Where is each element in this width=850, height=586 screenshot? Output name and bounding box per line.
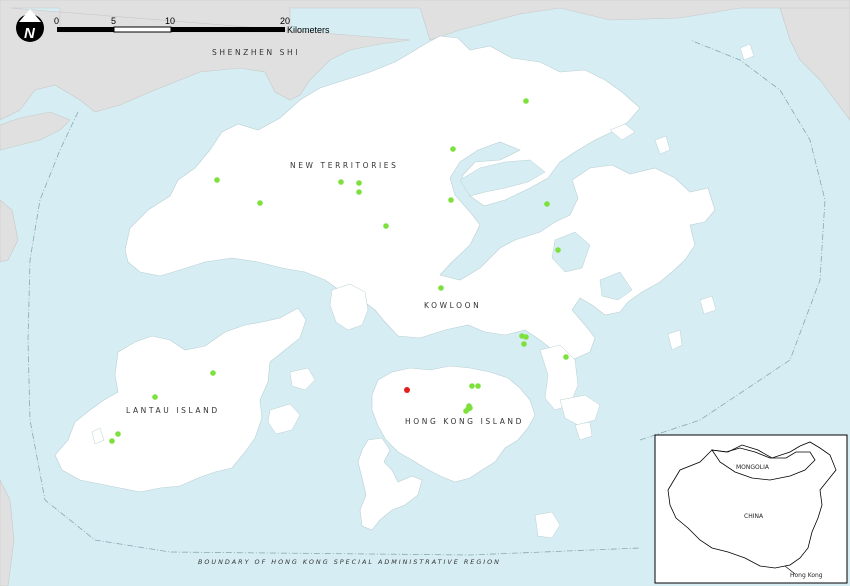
mongolia-outline xyxy=(711,447,816,481)
north-arrow-pointer xyxy=(19,9,41,22)
small-island-8 xyxy=(699,295,717,315)
site-marker-green xyxy=(563,354,569,360)
sites-layer xyxy=(109,98,569,444)
small-island-5 xyxy=(534,511,561,539)
west-land xyxy=(0,199,19,263)
inner-bay xyxy=(599,271,633,301)
shenzhen-bay-land xyxy=(0,111,71,151)
scale-tick-0: 0 xyxy=(54,16,59,26)
small-island-10 xyxy=(739,43,755,61)
small-island-11 xyxy=(91,427,105,445)
scale-tick-10: 10 xyxy=(165,16,175,26)
scale-seg-1 xyxy=(57,27,114,32)
scale-bar: 0 5 10 20 Kilometers xyxy=(54,16,330,35)
north-letter: N xyxy=(24,25,36,42)
inset-hk-leader xyxy=(784,565,796,575)
lantau-island-land xyxy=(54,307,307,493)
scale-tick-20: 20 xyxy=(280,16,290,26)
label-new-territories: NEW TERRITORIES xyxy=(290,161,399,170)
label-shenzhen: SHENZHEN SHI xyxy=(212,48,300,57)
label-kowloon: KOWLOON xyxy=(424,301,481,310)
site-marker-green xyxy=(356,180,362,186)
hong-kong-island-land xyxy=(371,365,536,483)
new-territories-land xyxy=(124,35,716,361)
tsing-yi-island xyxy=(329,283,369,331)
east-mainland xyxy=(779,7,850,121)
small-island-7 xyxy=(667,329,683,351)
small-island-2 xyxy=(289,367,316,391)
inset-label-china: CHINA xyxy=(744,513,764,520)
site-marker-green xyxy=(257,200,263,206)
north-arrow: N xyxy=(16,9,44,42)
label-boundary: BOUNDARY OF HONG KONG SPECIAL ADMINISTRA… xyxy=(198,558,501,566)
site-marker-green xyxy=(214,177,220,183)
southwest-land xyxy=(0,479,15,586)
scale-seg-3 xyxy=(171,27,285,32)
site-marker-green xyxy=(523,98,529,104)
label-lantau: LANTAU ISLAND xyxy=(126,406,220,415)
site-marker-green xyxy=(475,383,481,389)
china-outline xyxy=(667,441,837,569)
hksar-boundary-line xyxy=(27,39,826,556)
site-marker-green xyxy=(152,394,158,400)
tolo-harbour xyxy=(459,159,546,197)
site-marker-green xyxy=(210,370,216,376)
port-shelter xyxy=(551,231,591,273)
site-marker-green xyxy=(450,146,456,152)
site-marker-green xyxy=(356,189,362,195)
scale-tick-5: 5 xyxy=(111,16,116,26)
small-island-6 xyxy=(574,421,593,441)
small-island-9 xyxy=(654,135,671,155)
site-marker-red xyxy=(404,387,410,393)
site-marker-green xyxy=(448,197,454,203)
inset-map: MONGOLIA CHINA Hong Kong xyxy=(654,434,848,584)
scale-unit: Kilometers xyxy=(287,25,330,35)
site-marker-green xyxy=(555,247,561,253)
inset-label-mongolia: MONGOLIA xyxy=(736,464,770,471)
site-marker-green xyxy=(109,438,115,444)
site-marker-green xyxy=(465,406,471,412)
small-island-1 xyxy=(267,403,301,435)
site-marker-green xyxy=(438,285,444,291)
site-marker-green xyxy=(115,431,121,437)
site-marker-green xyxy=(523,334,529,340)
scale-seg-2 xyxy=(113,26,172,33)
small-island-12 xyxy=(609,123,636,141)
lamma-island-land xyxy=(357,437,423,531)
site-marker-green xyxy=(338,179,344,185)
label-hk-island: HONG KONG ISLAND xyxy=(405,417,524,426)
site-marker-green xyxy=(383,223,389,229)
site-marker-green xyxy=(544,201,550,207)
inset-label-hong-kong: Hong Kong xyxy=(790,572,823,579)
site-marker-green xyxy=(521,341,527,347)
site-marker-green xyxy=(469,383,475,389)
small-island-4 xyxy=(559,394,601,426)
